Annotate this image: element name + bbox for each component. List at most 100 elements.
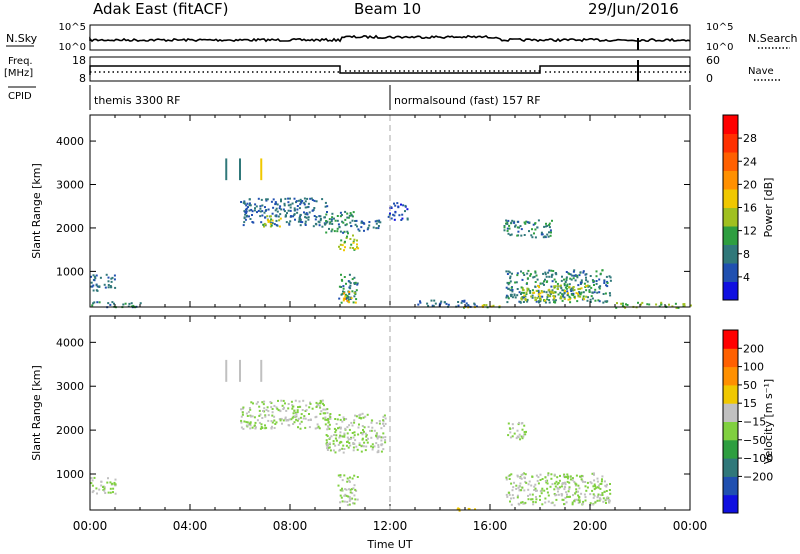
echo-cell <box>481 304 484 307</box>
echo-cell <box>506 221 509 224</box>
echo-cell <box>573 289 576 291</box>
echo-cell <box>309 197 312 200</box>
echo-cell <box>577 284 580 287</box>
nsearch-tick-bottom: 10^0 <box>706 42 733 53</box>
echo-cell <box>537 219 540 222</box>
echo-cell <box>606 280 609 283</box>
echo-cell <box>585 285 588 288</box>
echo-cell <box>596 496 599 499</box>
echo-cell <box>304 426 307 429</box>
echo-cell <box>507 270 510 273</box>
echo-cell <box>352 436 355 439</box>
echo-cell <box>256 419 259 422</box>
echo-cell <box>586 284 589 287</box>
echo-cell <box>352 442 355 445</box>
echo-cell <box>91 304 94 307</box>
echo-cell <box>243 221 246 224</box>
echo-cell <box>510 221 513 224</box>
echo-cell <box>383 414 386 417</box>
echo-cell <box>351 424 354 427</box>
colorbar-swatch <box>723 244 738 264</box>
echo-cell <box>275 219 278 222</box>
echo-cell <box>315 401 318 404</box>
echo-cell <box>573 297 576 300</box>
echo-cell <box>305 409 308 412</box>
echo-cell <box>675 306 678 309</box>
echo-cell <box>377 225 380 227</box>
echo-cell <box>245 204 248 207</box>
echo-cell <box>278 418 281 421</box>
echo-cell <box>262 223 265 226</box>
echo-cell <box>248 407 251 409</box>
echo-cell <box>281 404 284 407</box>
echo-cell <box>570 290 573 292</box>
echo-cell <box>344 427 347 430</box>
echo-cell <box>111 482 113 485</box>
echo-cell <box>358 416 361 419</box>
echo-cell <box>447 303 450 306</box>
echo-cell <box>351 492 354 495</box>
echo-cell <box>625 303 627 306</box>
echo-cell <box>527 483 530 486</box>
echo-cell <box>326 428 329 431</box>
vertical-echo-mark-2 <box>260 359 263 382</box>
echo-cell <box>569 297 572 300</box>
echo-cell <box>326 408 329 411</box>
echo-cell <box>313 215 316 217</box>
echo-cell <box>107 477 109 480</box>
echo-cell <box>577 292 579 295</box>
echo-cell <box>245 212 248 215</box>
echo-cell <box>535 496 537 498</box>
echo-cell <box>507 219 510 222</box>
echo-cell <box>289 206 292 209</box>
echo-cell <box>523 221 526 224</box>
echo-cell <box>109 481 112 484</box>
echo-cell <box>254 207 256 210</box>
echo-cell <box>295 418 298 421</box>
echo-cell <box>360 450 363 453</box>
echo-cell <box>553 296 556 299</box>
echo-cell <box>350 436 352 439</box>
echo-cell <box>508 478 511 480</box>
y-axis-label: Slant Range [km] <box>30 163 43 259</box>
echo-cell <box>107 284 110 286</box>
echo-cell <box>353 295 356 298</box>
echo-cell <box>337 484 340 487</box>
echo-cell <box>276 210 279 213</box>
echo-cell <box>331 223 334 225</box>
echo-cell <box>534 299 537 302</box>
echo-cell <box>303 203 306 206</box>
echo-cell <box>507 434 510 437</box>
echo-cell <box>293 421 296 424</box>
echo-cell <box>300 420 303 423</box>
echo-cell <box>584 496 587 499</box>
echo-cell <box>304 220 307 223</box>
echo-cell <box>348 214 351 217</box>
echo-cell <box>544 271 547 274</box>
echo-cell <box>254 427 257 430</box>
echo-cell <box>279 419 282 422</box>
echo-cell <box>349 212 352 215</box>
echo-cell <box>266 406 269 409</box>
echo-cell <box>275 202 278 205</box>
nave-label: Nave <box>748 66 774 77</box>
nsky-tick-top: 10^5 <box>59 22 86 33</box>
echo-cell <box>91 285 94 288</box>
echo-cell <box>595 280 598 282</box>
echo-cell <box>351 432 354 434</box>
echo-cell <box>564 481 566 484</box>
echo-cell <box>578 487 581 490</box>
echo-cell <box>348 292 351 295</box>
echo-cell <box>525 481 528 484</box>
echo-cell <box>573 296 576 299</box>
echo-cell <box>597 299 600 302</box>
echo-cell <box>328 427 331 430</box>
echo-cell <box>268 220 270 223</box>
y-tick-label: 2000 <box>56 222 84 235</box>
echo-cell <box>561 482 564 485</box>
echo-cell <box>243 216 246 219</box>
echo-cell <box>439 302 442 305</box>
echo-cell <box>339 243 342 246</box>
echo-cell <box>352 234 354 237</box>
echo-cell <box>520 228 523 231</box>
